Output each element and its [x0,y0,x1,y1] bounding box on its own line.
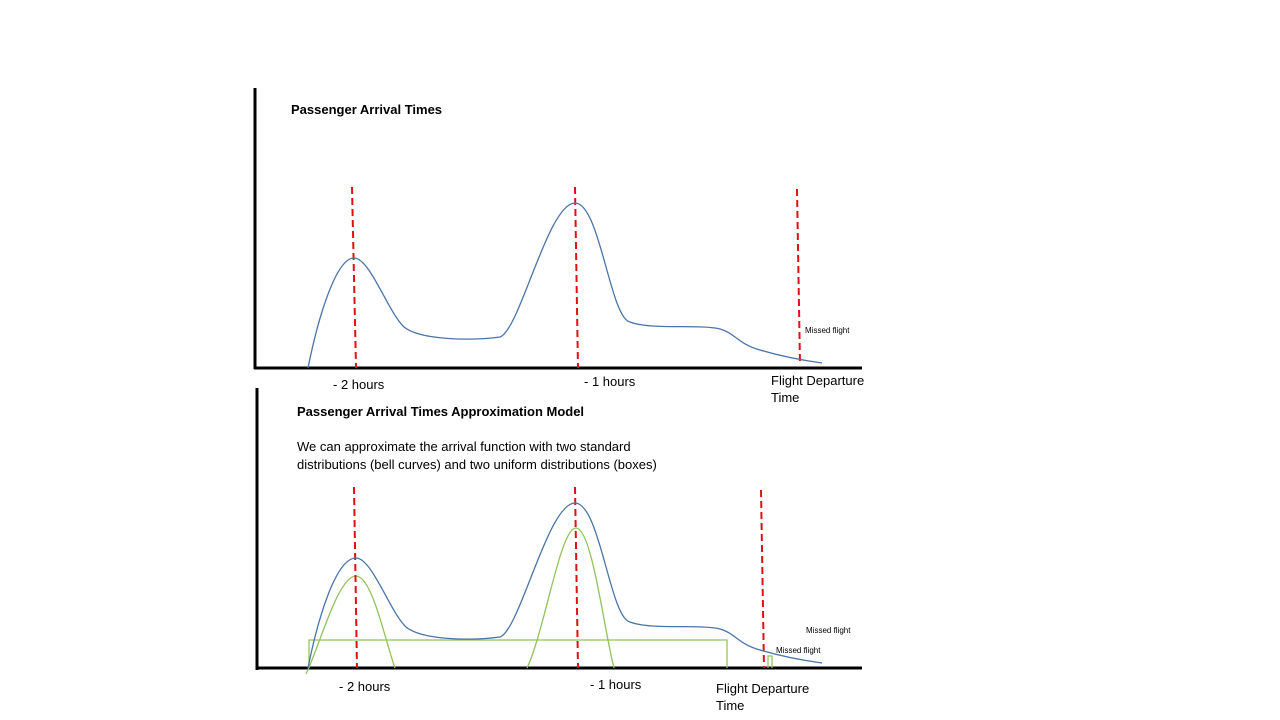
top-missed-label: Missed flight [805,326,850,335]
top-marker-departure [796,188,801,366]
bell-curve-1h [526,527,615,669]
bottom-departure-label: Flight Departure Time [716,681,810,713]
uniform-box-small [767,655,773,668]
top-tick-1h: - 1 hours [584,374,636,389]
uniform-box-main [308,639,728,668]
bell-curve-2h [305,575,396,675]
bottom-marker-1h [574,486,579,669]
top-marker-1h [574,186,579,369]
bottom-chart [255,388,862,675]
bottom-missed-label-upper: Missed flight [806,626,851,635]
bottom-chart-description: We can approximate the arrival function … [297,439,657,472]
top-marker-2h [351,186,357,369]
top-chart [253,88,862,370]
bottom-missed-label-lower: Missed flight [776,646,821,655]
top-tick-2h: - 2 hours [333,377,385,392]
top-arrival-curve [307,202,823,369]
bottom-chart-title: Passenger Arrival Times Approximation Mo… [297,404,585,419]
bottom-marker-2h [353,486,358,669]
bottom-tick-1h: - 1 hours [590,677,642,692]
bottom-marker-departure [760,489,765,669]
top-chart-title: Passenger Arrival Times [291,102,443,117]
bottom-arrival-curve [307,502,823,669]
bottom-tick-2h: - 2 hours [339,679,391,694]
top-departure-label: Flight Departure Time [771,373,865,405]
